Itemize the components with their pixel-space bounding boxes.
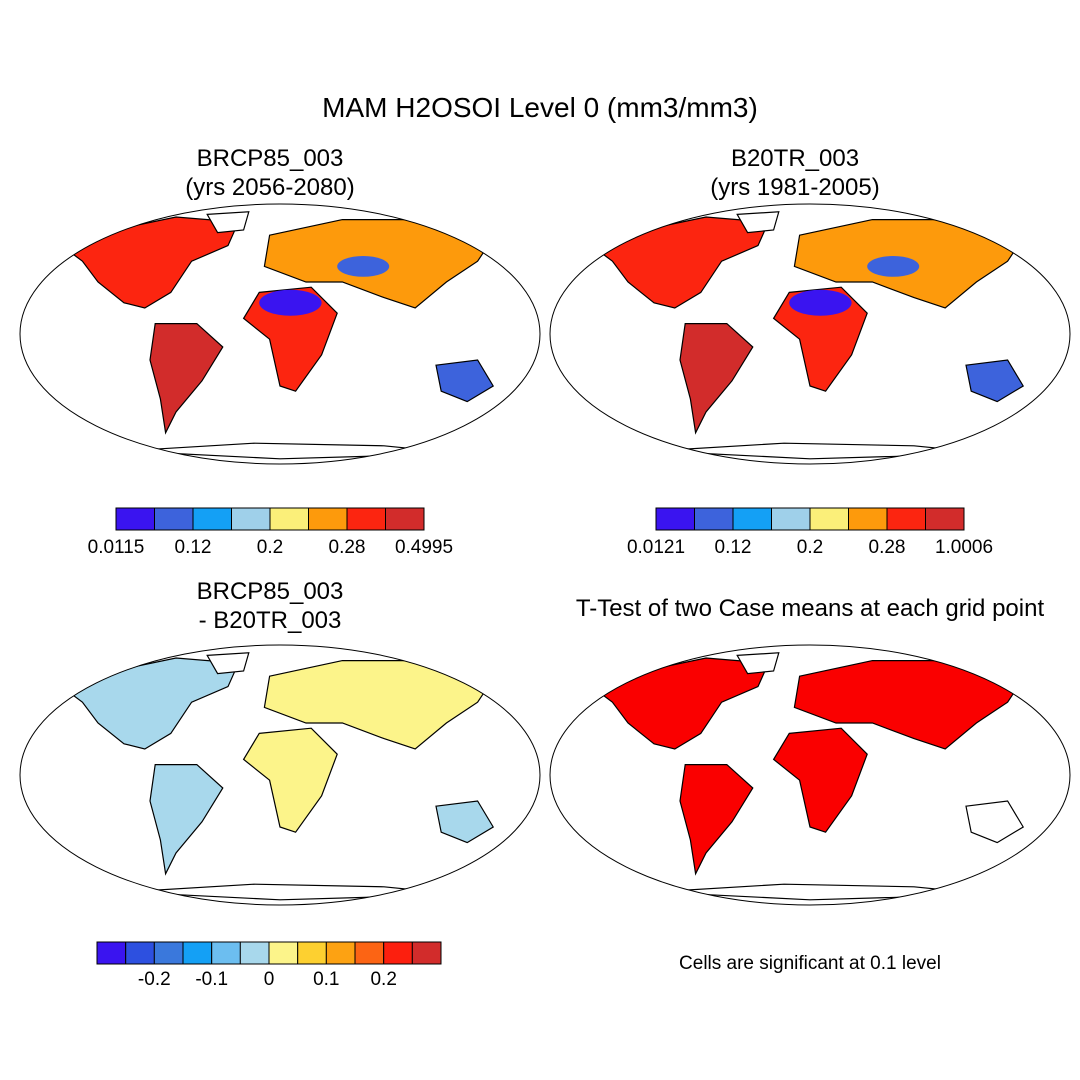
map-frame <box>19 644 541 906</box>
colorbar-box <box>655 507 695 531</box>
colorbar-tick-label: 0.0121 <box>627 537 685 558</box>
colorbar-tick-label: -0.2 <box>138 969 171 990</box>
continent-north-america <box>60 657 240 750</box>
colorbar-box <box>732 507 772 531</box>
colorbar-brcp85: 0.0115 0.12 0.2 0.28 0.4995 <box>88 507 453 558</box>
continent-antarctica <box>123 883 463 901</box>
continent-africa <box>772 286 868 392</box>
colorbar-box <box>231 507 271 531</box>
colorbar-box <box>925 507 965 531</box>
colorbar-difference: -0.2 -0.1 0 0.1 0.2 <box>96 941 442 990</box>
central-asia-region <box>867 256 920 277</box>
land-brcp85 <box>60 211 500 460</box>
sahara-region <box>259 289 322 316</box>
continent-australia <box>965 359 1025 403</box>
colorbar-tick-label: 0.2 <box>257 537 283 558</box>
colorbar-tick-label: 0.12 <box>715 537 752 558</box>
panel-title-difference-line2: - B20TR_003 <box>198 607 342 634</box>
panel-title-b20tr-line1: B20TR_003 <box>730 145 860 172</box>
sahara-region <box>789 289 852 316</box>
panel-title-b20tr-line2: (yrs 1981-2005) <box>710 174 880 201</box>
colorbar-tick-label: 0.4995 <box>395 537 453 558</box>
colorbar-box <box>125 941 155 965</box>
continent-africa <box>242 727 338 833</box>
map-frame <box>549 644 1071 906</box>
continent-africa <box>772 727 868 833</box>
panel-title-ttest: T-Test of two Case means at each grid po… <box>575 595 1045 622</box>
map-difference <box>19 644 541 906</box>
colorbar-box <box>383 941 413 965</box>
continent-north-america <box>60 216 240 309</box>
continent-south-america <box>149 763 224 876</box>
panel-title-brcp85-line2: (yrs 2056-2080) <box>185 174 355 201</box>
map-frame <box>19 203 541 465</box>
continent-antarctica <box>123 442 463 460</box>
colorbar-tick-label: 0.12 <box>175 537 212 558</box>
colorbar-box <box>354 941 385 965</box>
map-brcp85 <box>19 203 541 465</box>
colorbar-box <box>771 507 811 531</box>
colorbar-tick-label: 0.28 <box>869 537 906 558</box>
colorbar-box <box>192 507 232 531</box>
continent-greenland <box>206 652 250 675</box>
colorbar-tick-label: 0 <box>264 969 275 990</box>
colorbar-tick-label: 0.2 <box>797 537 823 558</box>
map-frame <box>549 203 1071 465</box>
colorbar-box <box>297 941 327 965</box>
colorbar-box <box>886 507 926 531</box>
colorbar-box <box>269 507 309 531</box>
colorbar-box <box>182 941 213 965</box>
colorbar-tick-label: 0.0115 <box>88 537 145 558</box>
colorbar-box <box>308 507 348 531</box>
continent-greenland <box>736 211 780 234</box>
continent-south-america <box>679 763 754 876</box>
colorbar-tick-label: 0.28 <box>329 537 366 558</box>
colorbar-box <box>239 941 270 965</box>
panel-title-brcp85: BRCP85_003 (yrs 2056-2080) <box>120 144 420 202</box>
panel-title-b20tr: B20TR_003 (yrs 1981-2005) <box>645 144 945 202</box>
colorbar-box <box>411 941 442 965</box>
panel-title-difference-line1: BRCP85_003 <box>196 578 344 605</box>
colorbar-tick-label: -0.1 <box>195 969 228 990</box>
colorbar-tick-label: 0.1 <box>313 969 339 990</box>
continent-north-america <box>590 657 770 750</box>
colorbar-tick-label: 0.2 <box>370 969 396 990</box>
continent-australia <box>435 359 495 403</box>
ttest-note: Cells are significant at 0.1 level <box>679 953 941 974</box>
figure-title: MAM H2OSOI Level 0 (mm3/mm3) <box>322 92 758 123</box>
continent-africa <box>242 286 338 392</box>
panel-title-brcp85-line1: BRCP85_003 <box>196 145 344 172</box>
land-difference <box>60 652 500 901</box>
map-b20tr <box>549 203 1071 465</box>
colorbar-box <box>694 507 734 531</box>
land-ttest <box>590 652 1030 901</box>
continent-antarctica <box>653 442 993 460</box>
colorbar-tick-label: 1.0006 <box>935 537 993 558</box>
colorbar-box <box>211 941 241 965</box>
continent-australia <box>965 800 1025 844</box>
colorbar-box <box>153 941 184 965</box>
colorbar-box <box>115 507 155 531</box>
colorbar-b20tr: 0.0121 0.12 0.2 0.28 1.0006 <box>627 507 993 558</box>
land-b20tr <box>590 211 1030 460</box>
panel-title-difference: BRCP85_003 - B20TR_003 <box>120 577 420 635</box>
colorbar-box <box>268 941 299 965</box>
continent-australia <box>435 800 495 844</box>
colorbar-box <box>325 941 356 965</box>
colorbar-box <box>96 941 127 965</box>
continent-greenland <box>736 652 780 675</box>
continent-north-america <box>590 216 770 309</box>
continent-south-america <box>679 323 754 435</box>
continent-greenland <box>206 211 250 234</box>
colorbar-box <box>809 507 849 531</box>
colorbar-box <box>346 507 386 531</box>
central-asia-region <box>337 256 390 277</box>
map-ttest <box>549 644 1071 906</box>
colorbar-box <box>848 507 888 531</box>
colorbar-box <box>154 507 194 531</box>
continent-south-america <box>149 323 224 435</box>
colorbar-box <box>385 507 425 531</box>
continent-antarctica <box>653 883 993 901</box>
